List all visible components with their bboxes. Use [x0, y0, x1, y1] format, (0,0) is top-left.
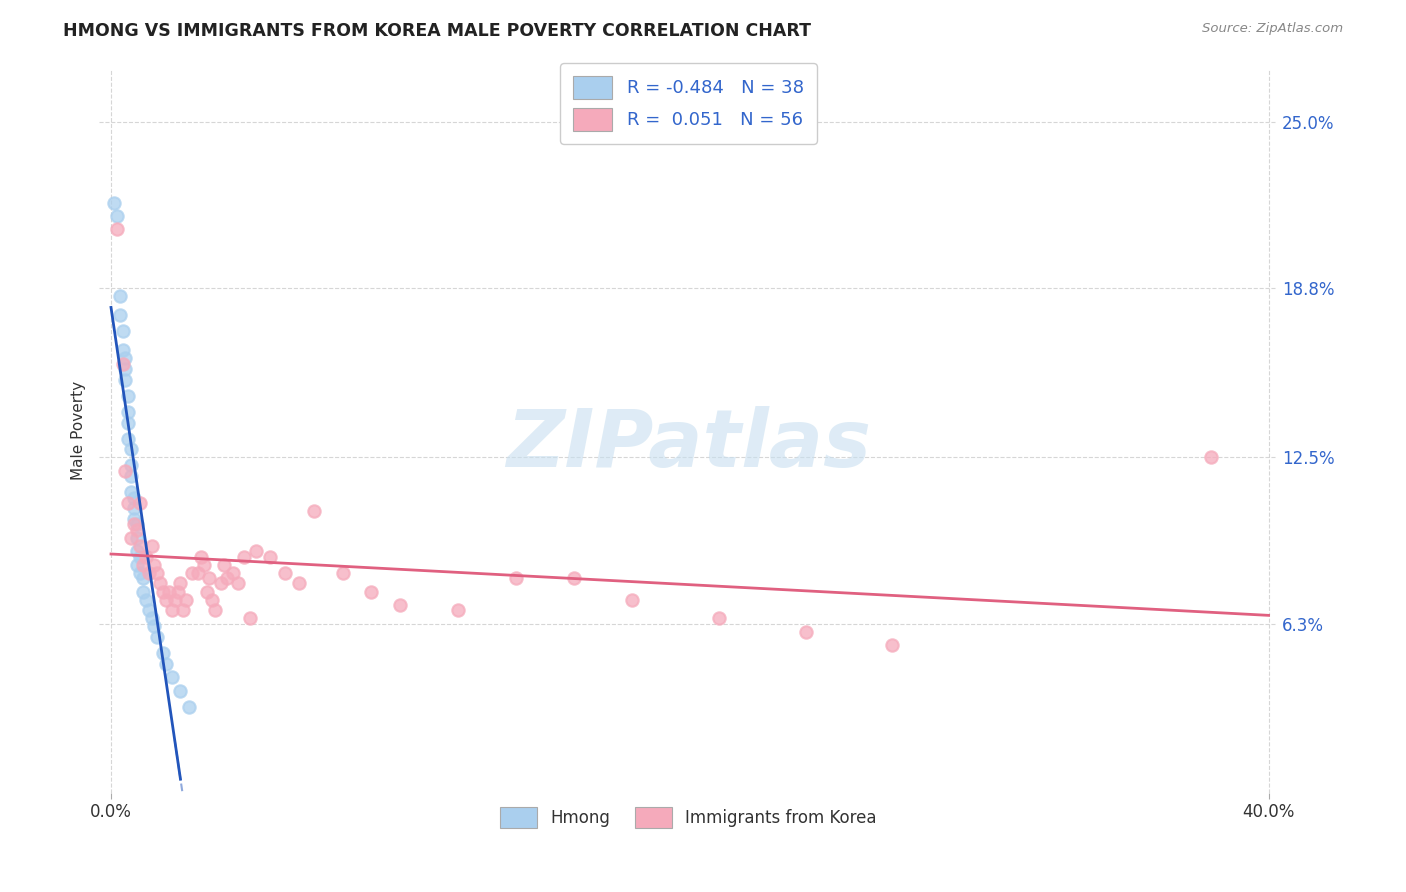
Point: [122, 517, 145, 532]
Point: [135, 549, 157, 564]
Text: HMONG VS IMMIGRANTS FROM KOREA MALE POVERTY CORRELATION CHART: HMONG VS IMMIGRANTS FROM KOREA MALE POVE…: [63, 22, 811, 40]
Point: [111, 357, 134, 371]
Point: [117, 416, 139, 430]
Point: [221, 566, 243, 580]
Point: [103, 195, 125, 210]
Point: [132, 571, 155, 585]
Point: [114, 351, 136, 366]
Point: [125, 523, 148, 537]
Point: [129, 549, 152, 564]
Point: [882, 638, 904, 652]
Point: [239, 611, 262, 625]
Point: [302, 504, 325, 518]
Point: [114, 362, 136, 376]
Point: [160, 670, 183, 684]
Point: [129, 539, 152, 553]
Point: [138, 603, 160, 617]
Point: [132, 584, 155, 599]
Point: [288, 576, 311, 591]
Point: [114, 464, 136, 478]
Point: [160, 603, 183, 617]
Point: [120, 485, 142, 500]
Point: [146, 566, 169, 580]
Point: [120, 531, 142, 545]
Point: [215, 571, 238, 585]
Point: [141, 539, 163, 553]
Point: [273, 566, 295, 580]
Point: [155, 592, 177, 607]
Text: Source: ZipAtlas.com: Source: ZipAtlas.com: [1202, 22, 1343, 36]
Point: [120, 469, 142, 483]
Point: [193, 558, 215, 572]
Point: [122, 512, 145, 526]
Point: [259, 549, 281, 564]
Point: [117, 389, 139, 403]
Point: [114, 373, 136, 387]
Point: [332, 566, 354, 580]
Point: [122, 501, 145, 516]
Point: [143, 619, 166, 633]
Point: [360, 584, 382, 599]
Point: [108, 308, 131, 322]
Point: [172, 603, 194, 617]
Point: [135, 592, 157, 607]
Point: [129, 496, 152, 510]
Point: [155, 657, 177, 671]
Point: [505, 571, 527, 585]
Point: [166, 584, 188, 599]
Point: [152, 646, 174, 660]
Point: [152, 584, 174, 599]
Point: [105, 209, 128, 223]
Point: [181, 566, 204, 580]
Point: [146, 630, 169, 644]
Point: [111, 324, 134, 338]
Point: [389, 598, 412, 612]
Point: [562, 571, 585, 585]
Point: [117, 405, 139, 419]
Y-axis label: Male Poverty: Male Poverty: [72, 381, 86, 480]
Point: [120, 442, 142, 457]
Point: [129, 566, 152, 580]
Point: [132, 558, 155, 572]
Point: [212, 558, 235, 572]
Point: [120, 458, 142, 473]
Point: [125, 544, 148, 558]
Point: [125, 531, 148, 545]
Point: [620, 592, 643, 607]
Point: [228, 576, 250, 591]
Point: [108, 289, 131, 303]
Point: [794, 624, 817, 639]
Legend: Hmong, Immigrants from Korea: Hmong, Immigrants from Korea: [494, 800, 883, 835]
Point: [169, 576, 191, 591]
Point: [141, 611, 163, 625]
Point: [117, 496, 139, 510]
Point: [149, 576, 172, 591]
Point: [179, 699, 201, 714]
Text: ZIPatlas: ZIPatlas: [506, 406, 870, 484]
Point: [1199, 450, 1222, 465]
Point: [111, 343, 134, 358]
Point: [169, 683, 191, 698]
Point: [195, 584, 218, 599]
Point: [174, 592, 197, 607]
Point: [707, 611, 730, 625]
Point: [117, 432, 139, 446]
Point: [233, 549, 256, 564]
Point: [122, 491, 145, 505]
Point: [204, 603, 226, 617]
Point: [125, 517, 148, 532]
Point: [125, 558, 148, 572]
Point: [209, 576, 232, 591]
Point: [143, 558, 166, 572]
Point: [138, 566, 160, 580]
Point: [157, 584, 180, 599]
Point: [198, 571, 221, 585]
Point: [190, 549, 212, 564]
Point: [245, 544, 267, 558]
Point: [105, 222, 128, 236]
Point: [187, 566, 209, 580]
Point: [447, 603, 470, 617]
Point: [201, 592, 224, 607]
Point: [163, 592, 186, 607]
